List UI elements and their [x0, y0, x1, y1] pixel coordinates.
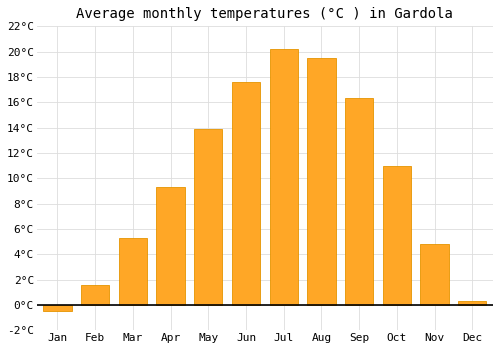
- Bar: [270, 49, 298, 305]
- Bar: [232, 82, 260, 305]
- Title: Average monthly temperatures (°C ) in Gardola: Average monthly temperatures (°C ) in Ga…: [76, 7, 454, 21]
- Bar: [44, 305, 72, 311]
- Bar: [308, 58, 336, 305]
- Bar: [420, 244, 448, 305]
- Bar: [458, 301, 486, 305]
- Bar: [156, 187, 184, 305]
- Bar: [382, 166, 411, 305]
- Bar: [81, 285, 110, 305]
- Bar: [194, 129, 222, 305]
- Bar: [118, 238, 147, 305]
- Bar: [345, 98, 374, 305]
